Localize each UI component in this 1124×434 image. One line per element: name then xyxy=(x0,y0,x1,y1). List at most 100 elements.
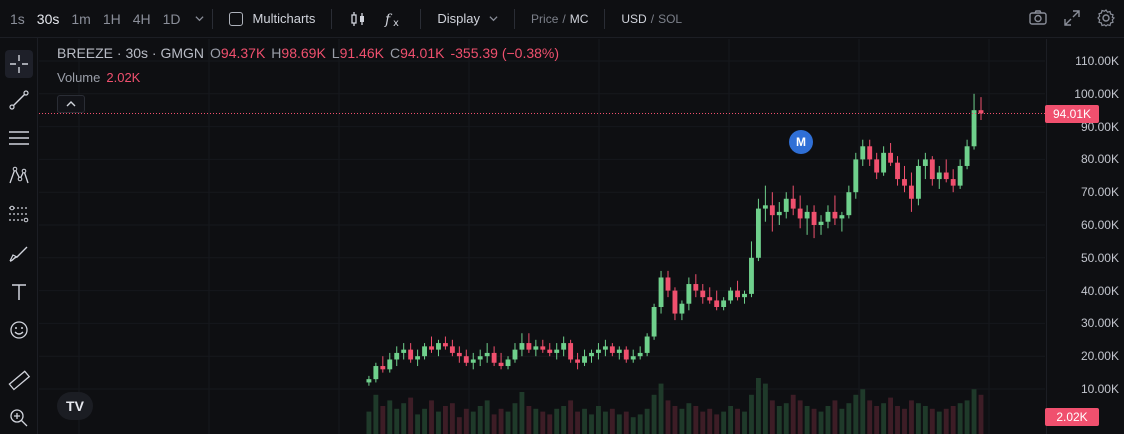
zoom-tool[interactable] xyxy=(5,404,33,432)
text-tool[interactable] xyxy=(5,278,33,306)
candle-body xyxy=(442,343,448,347)
crosshair-icon xyxy=(10,55,28,73)
candle-body xyxy=(575,359,581,363)
zoom-in-icon xyxy=(10,409,28,427)
volume-bar xyxy=(832,400,838,434)
collapse-legend-button[interactable] xyxy=(57,95,85,113)
candle-body xyxy=(943,172,949,180)
candle-body xyxy=(491,352,497,363)
price-tick-label: 20.00K xyxy=(1080,349,1119,364)
candle-body xyxy=(519,343,525,350)
price-tick-label: 50.00K xyxy=(1080,250,1119,265)
candle-body xyxy=(637,352,643,357)
chevron-down-icon[interactable] xyxy=(195,14,204,23)
volume-bar xyxy=(818,411,824,434)
brush-tool[interactable] xyxy=(5,240,33,268)
open-key: O xyxy=(210,45,221,61)
candle-body xyxy=(846,192,852,216)
candle-body xyxy=(922,159,928,166)
volume-bar xyxy=(463,408,469,434)
candle-body xyxy=(554,349,560,353)
price-axis[interactable]: 110.00K 100.00K 90.00K 80.00K 70.00K 60.00K 50… xyxy=(1046,39,1124,434)
crosshair-tool[interactable] xyxy=(5,50,33,78)
volume-bar xyxy=(582,408,587,434)
timeframe-group: 1s 30s 1m 1H 4H 1D xyxy=(0,11,204,27)
chevron-down-icon xyxy=(489,16,498,22)
display-dropdown[interactable]: Display xyxy=(429,11,506,26)
ruler-tool[interactable] xyxy=(5,366,33,394)
fib-tool[interactable] xyxy=(5,200,33,228)
timeframe-1m[interactable]: 1m xyxy=(71,10,91,27)
price-option[interactable]: Price xyxy=(531,11,559,26)
volume-bar xyxy=(936,411,942,434)
volume-bar xyxy=(547,414,553,434)
candle-body xyxy=(797,208,803,219)
volume-bar xyxy=(721,411,727,434)
volume-bar xyxy=(700,411,706,434)
svg-text:f: f xyxy=(384,12,393,28)
volume-bar xyxy=(964,400,970,434)
sol-option[interactable]: SOL xyxy=(658,11,683,26)
timeframe-1h[interactable]: 1H xyxy=(102,10,121,27)
volume-bar xyxy=(874,406,880,434)
volume-bar xyxy=(630,417,636,434)
candle-body xyxy=(380,366,386,370)
multicharts-label: Multicharts xyxy=(252,11,316,26)
volume-bar xyxy=(825,406,831,434)
candle-body xyxy=(484,352,490,357)
candle-body xyxy=(582,356,587,363)
volume-bar xyxy=(672,406,678,434)
usd-option[interactable]: USD xyxy=(621,11,647,26)
volume-bar xyxy=(651,394,657,434)
volume-bar xyxy=(380,406,386,434)
volume-bar xyxy=(895,406,900,434)
current-price-label: 94.01K xyxy=(1045,105,1099,123)
fullscreen-icon[interactable] xyxy=(1062,8,1082,28)
open-value: 94.37K xyxy=(220,45,266,61)
volume-bar xyxy=(394,408,400,434)
price-tick-label: 30.00K xyxy=(1080,316,1119,331)
emoji-tool[interactable] xyxy=(5,316,33,344)
candle-body xyxy=(936,172,942,180)
volume-bar xyxy=(609,408,615,434)
candle-body xyxy=(547,349,553,353)
price-mc-toggle[interactable]: Price / MC xyxy=(523,12,596,26)
candle-body xyxy=(769,205,775,216)
timeframe-1d[interactable]: 1D xyxy=(162,10,181,27)
volume-bar xyxy=(943,408,949,434)
migration-marker[interactable]: M xyxy=(789,130,813,154)
candle-body xyxy=(665,277,671,291)
candle-body xyxy=(721,300,727,307)
volume-bar xyxy=(637,414,643,434)
candle-body xyxy=(957,165,963,186)
timeframe-30s[interactable]: 30s xyxy=(36,10,60,27)
currency-toggle[interactable]: USD / SOL xyxy=(613,12,690,26)
candle-body xyxy=(742,293,747,298)
pattern-tool[interactable] xyxy=(5,162,33,190)
camera-icon[interactable] xyxy=(1028,8,1048,28)
volume-bar xyxy=(366,411,372,434)
horizontal-lines-tool[interactable] xyxy=(5,124,33,152)
multicharts-toggle[interactable]: Multicharts xyxy=(221,11,324,26)
volume-bar xyxy=(915,403,921,434)
display-label: Display xyxy=(437,11,481,26)
multicharts-checkbox[interactable] xyxy=(228,11,243,26)
timeframe-1s[interactable]: 1s xyxy=(10,10,25,27)
volume-bar xyxy=(909,400,914,434)
volume-bar xyxy=(867,400,873,434)
volume-bar xyxy=(512,403,518,434)
volume-bar xyxy=(853,394,859,434)
candle-body xyxy=(589,352,594,357)
volume-bar xyxy=(568,400,574,434)
trend-line-tool[interactable] xyxy=(5,86,33,114)
candle-body xyxy=(533,346,539,350)
mc-option[interactable]: MC xyxy=(569,11,589,26)
candle-style-icon[interactable] xyxy=(348,9,368,29)
svg-text:x: x xyxy=(393,18,399,28)
candlestick-chart[interactable] xyxy=(39,39,1045,434)
timeframe-4h[interactable]: 4H xyxy=(132,10,151,27)
tradingview-logo[interactable]: TV xyxy=(57,392,93,420)
horizontal-lines-icon xyxy=(9,131,29,145)
settings-gear-icon[interactable] xyxy=(1096,8,1116,28)
